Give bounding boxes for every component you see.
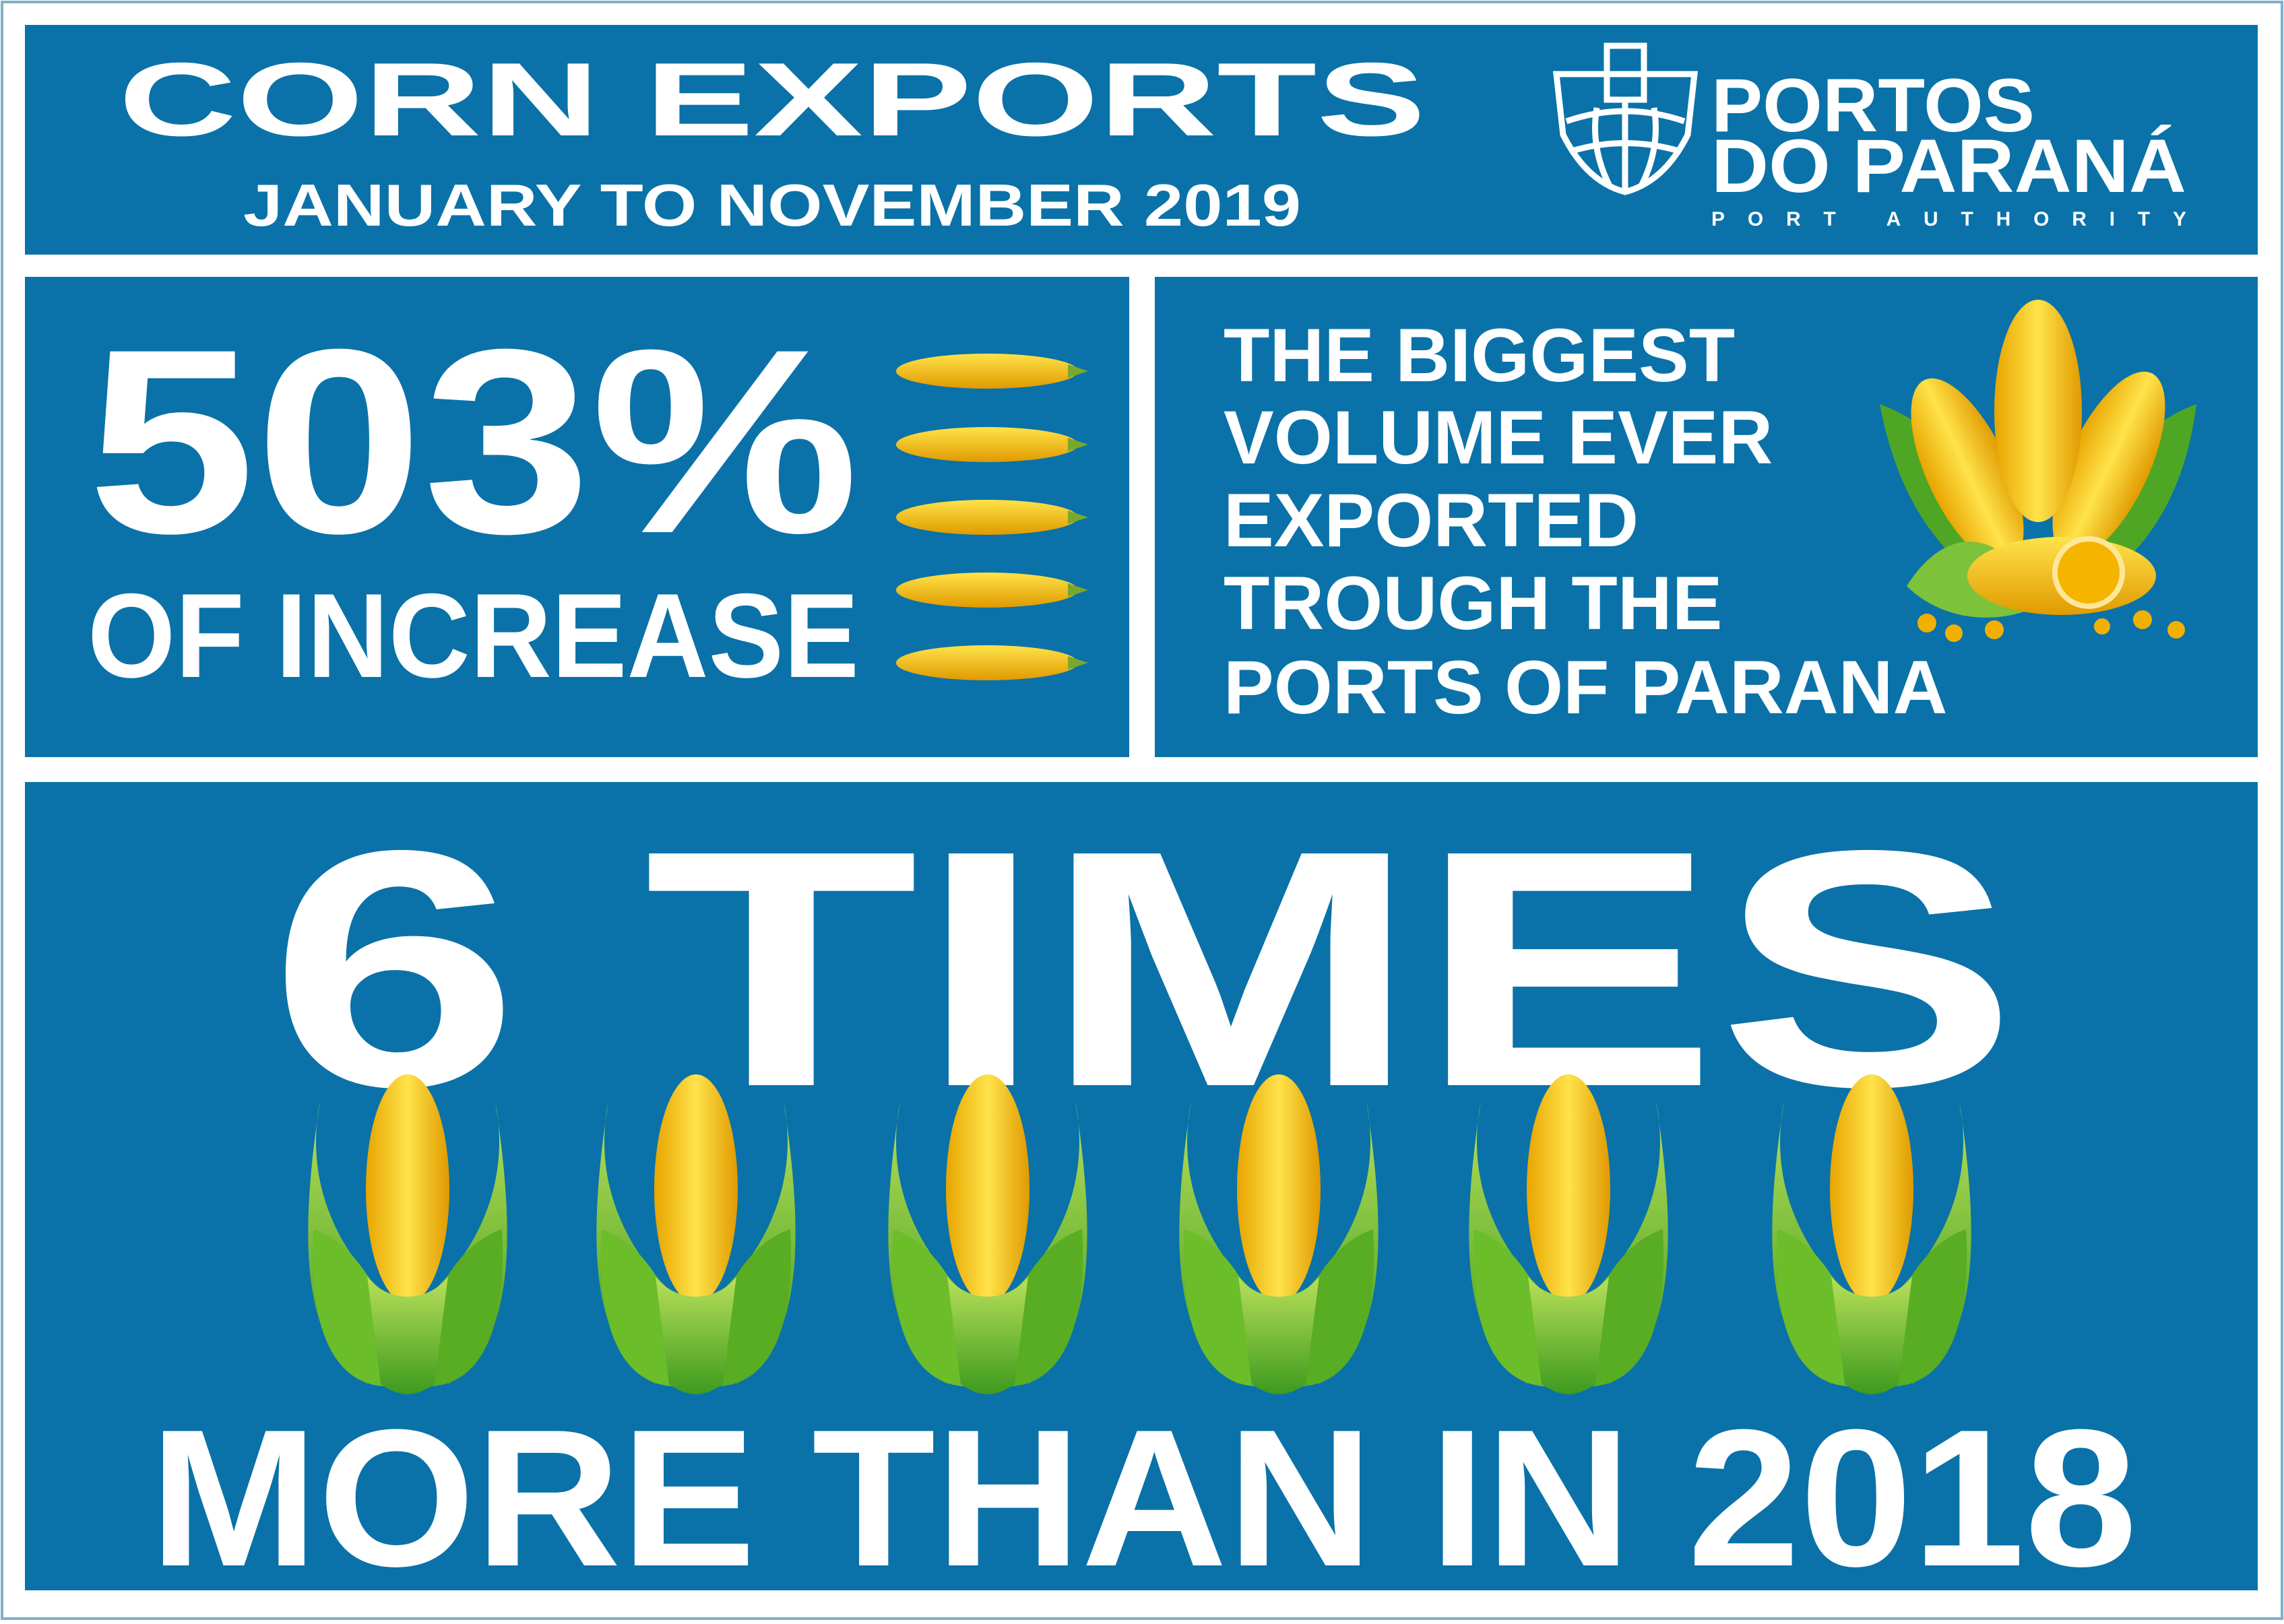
comparison-headline: 6 TIMES xyxy=(269,780,2018,1157)
logo-line: PORTOS xyxy=(1711,63,2035,148)
header-panel xyxy=(25,25,2258,255)
subtitle: JANUARY TO NOVEMBER 2019 xyxy=(243,172,1301,238)
increase-value: 503% xyxy=(88,294,859,588)
logo-line: DO PARANÁ xyxy=(1711,124,2186,208)
record-line: THE BIGGEST xyxy=(1224,313,1735,397)
logo-icon xyxy=(1552,42,1699,195)
title: CORN EXPORTS xyxy=(119,41,1426,158)
record-line: EXPORTED xyxy=(1224,478,1639,562)
increase-label: OF INCREASE xyxy=(88,569,859,703)
record-line: TROUGH THE xyxy=(1224,561,1722,645)
record-line: PORTS OF PARANA xyxy=(1224,645,1947,729)
corn-illustration xyxy=(1880,300,2196,642)
record-line: VOLUME EVER xyxy=(1224,395,1773,480)
comparison-footer: MORE THAN IN 2018 xyxy=(150,1389,2137,1607)
